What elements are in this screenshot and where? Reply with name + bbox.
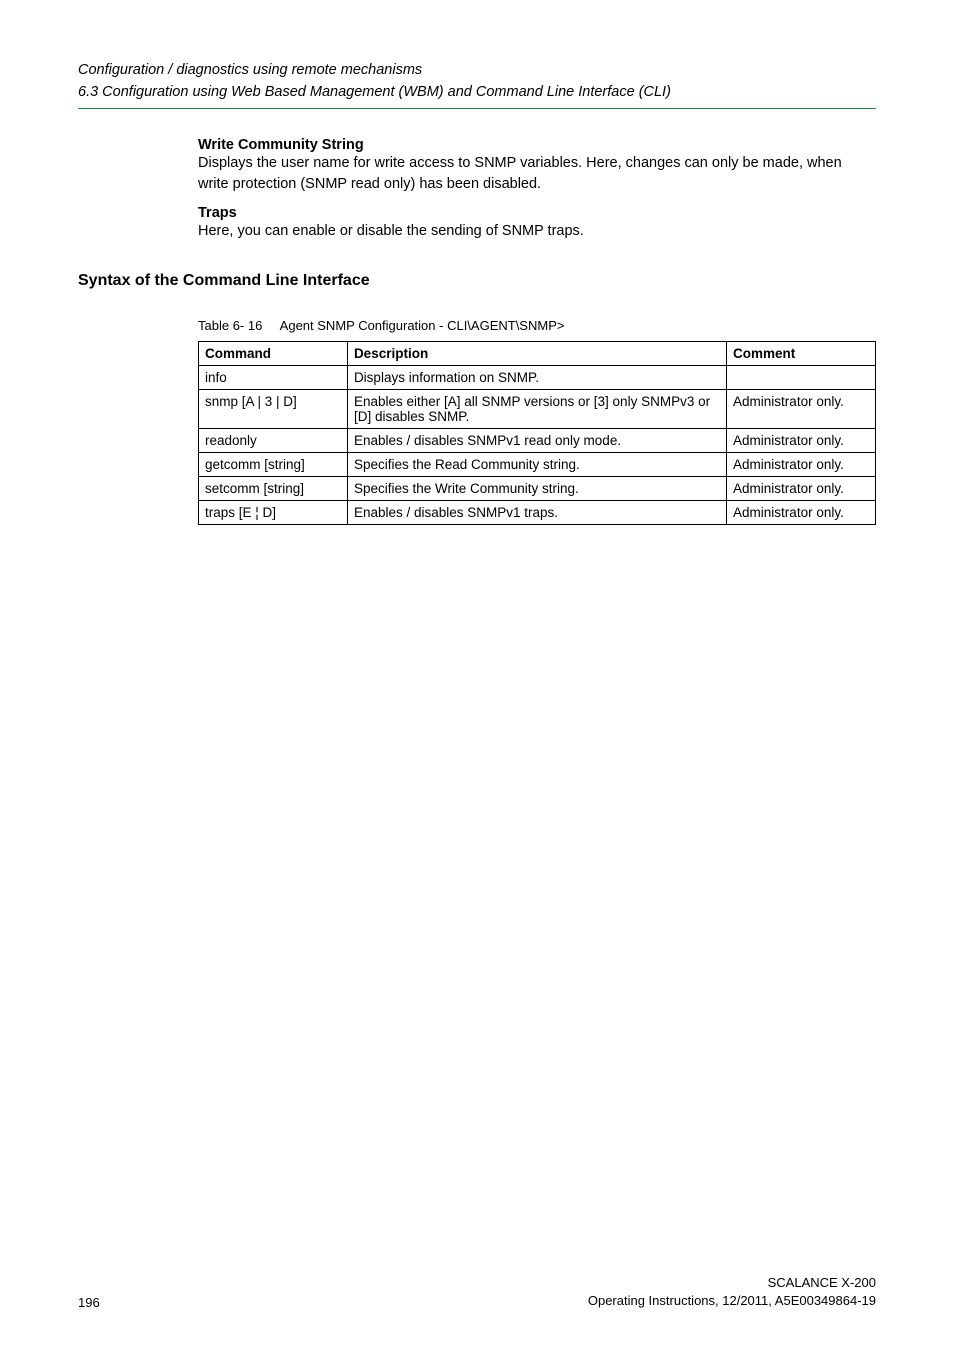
footer-right: SCALANCE X-200 Operating Instructions, 1… — [588, 1274, 876, 1310]
traps-heading: Traps — [198, 205, 876, 221]
table-row: snmp [A | 3 | D] Enables either [A] all … — [199, 389, 876, 428]
footer-doc-info: Operating Instructions, 12/2011, A5E0034… — [588, 1292, 876, 1310]
cli-table: Command Description Comment info Display… — [198, 341, 876, 525]
cell-comment: Administrator only. — [727, 476, 876, 500]
table-row: setcomm [string] Specifies the Write Com… — [199, 476, 876, 500]
table-caption-label: Table 6- 16 — [198, 318, 262, 333]
page-footer: 196 SCALANCE X-200 Operating Instruction… — [78, 1274, 876, 1310]
footer-doc-title: SCALANCE X-200 — [588, 1274, 876, 1292]
cell-description: Specifies the Write Community string. — [347, 476, 726, 500]
table-row: readonly Enables / disables SNMPv1 read … — [199, 428, 876, 452]
page-header: Configuration / diagnostics using remote… — [78, 60, 876, 109]
page-number: 196 — [78, 1295, 100, 1310]
cell-description: Enables either [A] all SNMP versions or … — [347, 389, 726, 428]
cell-command: info — [199, 365, 348, 389]
cell-description: Enables / disables SNMPv1 traps. — [347, 500, 726, 524]
wcs-text: Displays the user name for write access … — [198, 153, 876, 195]
table-caption: Table 6- 16 Agent SNMP Configuration - C… — [198, 318, 876, 333]
traps-text: Here, you can enable or disable the send… — [198, 221, 876, 242]
cell-comment: Administrator only. — [727, 428, 876, 452]
table-header-row: Command Description Comment — [199, 341, 876, 365]
cli-syntax-heading: Syntax of the Command Line Interface — [78, 272, 876, 290]
header-line-1: Configuration / diagnostics using remote… — [78, 60, 876, 82]
cell-description: Specifies the Read Community string. — [347, 452, 726, 476]
cell-comment: Administrator only. — [727, 389, 876, 428]
table-row: info Displays information on SNMP. — [199, 365, 876, 389]
table-region: Table 6- 16 Agent SNMP Configuration - C… — [198, 318, 876, 525]
content-region: Write Community String Displays the user… — [198, 137, 876, 242]
cell-command: readonly — [199, 428, 348, 452]
header-line-2: 6.3 Configuration using Web Based Manage… — [78, 82, 876, 104]
table-row: getcomm [string] Specifies the Read Comm… — [199, 452, 876, 476]
cell-comment: Administrator only. — [727, 452, 876, 476]
cell-command: traps [E ¦ D] — [199, 500, 348, 524]
cell-command: setcomm [string] — [199, 476, 348, 500]
col-header-command: Command — [199, 341, 348, 365]
cell-comment: Administrator only. — [727, 500, 876, 524]
col-header-comment: Comment — [727, 341, 876, 365]
table-row: traps [E ¦ D] Enables / disables SNMPv1 … — [199, 500, 876, 524]
cell-command: getcomm [string] — [199, 452, 348, 476]
table-caption-text: Agent SNMP Configuration - CLI\AGENT\SNM… — [280, 318, 565, 333]
cell-description: Enables / disables SNMPv1 read only mode… — [347, 428, 726, 452]
cell-comment — [727, 365, 876, 389]
cell-command: snmp [A | 3 | D] — [199, 389, 348, 428]
wcs-heading: Write Community String — [198, 137, 876, 153]
cell-description: Displays information on SNMP. — [347, 365, 726, 389]
col-header-description: Description — [347, 341, 726, 365]
